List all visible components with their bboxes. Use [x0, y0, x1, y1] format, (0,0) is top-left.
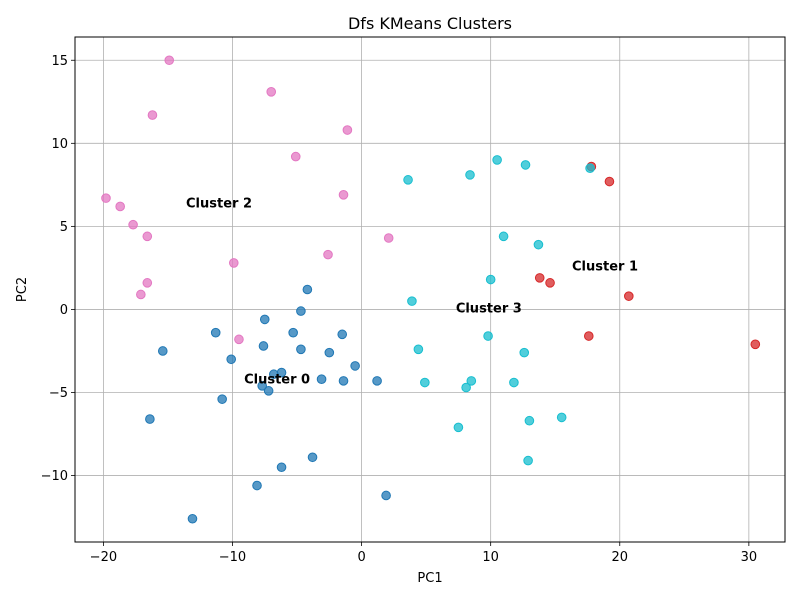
cluster-0-point	[372, 376, 382, 386]
cluster-2-point	[342, 125, 353, 135]
cluster-0-point	[296, 306, 306, 316]
cluster-3-point	[466, 376, 477, 386]
cluster-0-point	[316, 374, 327, 385]
cluster-2-point	[142, 231, 153, 242]
cluster-0-point	[259, 314, 270, 325]
cluster-label: Cluster 2	[186, 197, 252, 212]
cluster-0-point	[187, 513, 198, 524]
cluster-2-point	[266, 87, 277, 97]
cluster-3-point	[520, 160, 531, 170]
cluster-label: Cluster 0	[244, 373, 310, 388]
y-axis-label: PC2	[15, 277, 30, 302]
cluster-2-point	[234, 334, 244, 345]
cluster-label: Cluster 1	[572, 260, 638, 275]
cluster-3-point	[509, 377, 519, 388]
cluster-3-point	[556, 412, 567, 423]
cluster-3-point	[461, 382, 471, 393]
cluster-0-point	[296, 344, 306, 355]
cluster-3-point	[483, 331, 493, 341]
cluster-0-point	[302, 284, 313, 295]
cluster-0-point	[263, 386, 274, 396]
cluster-label: Cluster 3	[456, 301, 522, 316]
cluster-0-point	[381, 490, 391, 501]
cluster-1-point	[583, 331, 594, 341]
cluster-3-point	[407, 296, 417, 306]
cluster-3-point	[533, 239, 544, 250]
cluster-0-point	[217, 394, 227, 404]
cluster-0-point	[307, 452, 318, 463]
cluster-2-point	[115, 201, 125, 212]
axis-ticks: −20 −10 0 10 20 30 −10 −5 0 5 10 15	[41, 54, 758, 565]
cluster-2-point	[128, 219, 138, 230]
cluster-2-point	[164, 55, 175, 66]
cluster-0-point	[157, 346, 168, 356]
cluster-0-point	[276, 462, 287, 473]
cluster-2-point	[228, 258, 239, 268]
cluster-2-point	[142, 278, 153, 288]
y-tick-label: 15	[51, 54, 68, 69]
plot-frame	[74, 36, 786, 543]
cluster-2-point	[101, 193, 111, 203]
cluster-2-point	[290, 151, 301, 162]
cluster-annotations: Cluster 0 Cluster 1 Cluster 2 Cluster 3	[186, 197, 638, 388]
x-axis-label: PC1	[417, 571, 442, 586]
cluster-3-point	[523, 455, 533, 466]
grid-lines	[75, 37, 785, 542]
cluster-0-point	[252, 480, 262, 491]
cluster-3-point	[420, 377, 430, 388]
cluster-3-point	[465, 170, 475, 180]
y-tick-label: −10	[41, 469, 68, 484]
cluster-0-point	[324, 347, 335, 358]
cluster-3-point	[585, 163, 595, 174]
cluster-0-point	[338, 376, 349, 386]
cluster-0-point	[258, 341, 269, 351]
x-tick-label: 20	[611, 550, 628, 565]
cluster-2-point	[323, 249, 333, 260]
cluster-2-point	[383, 233, 394, 243]
cluster-1-point	[534, 273, 545, 283]
cluster-1-point	[750, 339, 761, 350]
cluster-2-point	[136, 289, 146, 300]
x-tick-label: 10	[482, 550, 499, 565]
cluster-0-point	[288, 327, 298, 338]
cluster-0-point	[226, 354, 236, 365]
y-tick-label: 10	[51, 137, 68, 152]
cluster-0-point	[145, 414, 155, 424]
cluster-1-point	[545, 278, 555, 288]
chart-title: Dfs KMeans Clusters	[348, 14, 512, 33]
cluster-0-point	[337, 329, 348, 340]
x-tick-label: −10	[219, 550, 246, 565]
cluster-3-point	[453, 422, 464, 433]
cluster-0-point	[350, 361, 360, 371]
cluster-3-point	[485, 274, 496, 285]
cluster-0-point	[210, 327, 221, 338]
x-tick-label: 30	[741, 550, 758, 565]
cluster-3-point	[519, 347, 530, 358]
y-tick-label: 0	[60, 303, 68, 318]
cluster-0-point	[269, 369, 279, 380]
y-tick-label: 5	[60, 220, 68, 235]
cluster-0-point	[257, 381, 267, 391]
data-points	[101, 55, 761, 524]
cluster-3-point	[492, 155, 502, 165]
cluster-3-point	[524, 415, 535, 426]
cluster-3-point	[403, 175, 413, 185]
cluster-3-point	[413, 344, 424, 355]
cluster-2-point	[338, 190, 349, 200]
y-tick-label: −5	[49, 386, 68, 401]
cluster-3-point	[498, 231, 509, 242]
cluster-2-point	[147, 110, 158, 120]
x-tick-label: 0	[357, 550, 365, 565]
x-tick-label: −20	[90, 550, 117, 565]
cluster-1-point	[604, 176, 615, 187]
cluster-1-point	[624, 291, 634, 301]
